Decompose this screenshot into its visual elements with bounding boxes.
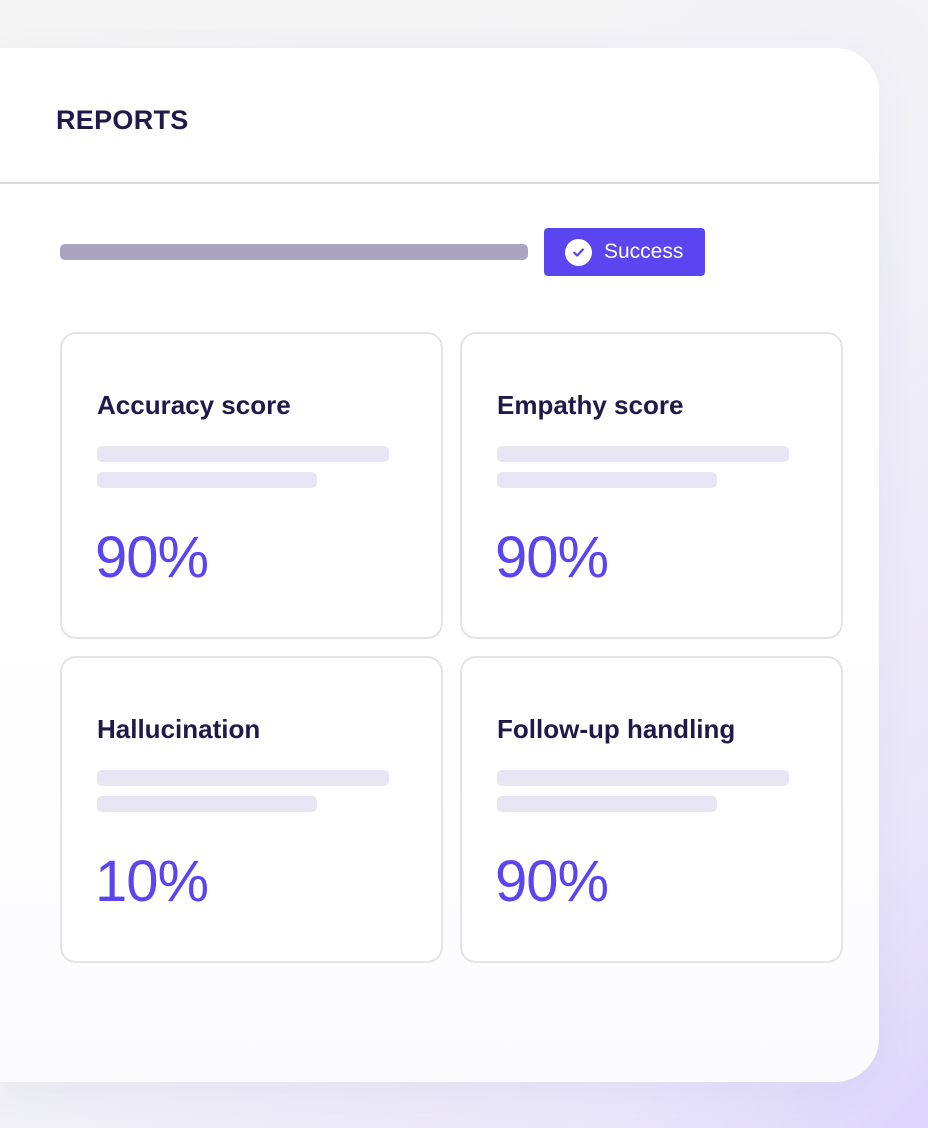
skeleton-line — [497, 446, 789, 462]
metric-card-follow-up: Follow-up handling 90% — [460, 656, 843, 963]
metric-title: Empathy score — [497, 390, 684, 420]
skeleton-line — [497, 796, 717, 812]
metric-card-empathy: Empathy score 90% — [460, 332, 843, 639]
progress-bar-fill — [60, 244, 528, 260]
reports-panel: REPORTS Success Accuracy score 90% Empat… — [0, 48, 879, 1082]
metric-value: 90% — [495, 525, 609, 590]
metric-title: Follow-up handling — [497, 714, 736, 744]
status-badge: Success — [544, 228, 705, 276]
skeleton-line — [97, 446, 389, 462]
metric-title: Accuracy score — [97, 390, 291, 420]
skeleton-line — [97, 770, 389, 786]
skeleton-line — [97, 472, 317, 488]
panel-header: REPORTS — [0, 48, 879, 184]
check-circle-icon — [565, 238, 592, 266]
status-badge-label: Success — [604, 240, 684, 263]
metric-value: 90% — [95, 525, 209, 590]
metric-title: Hallucination — [97, 714, 261, 744]
metric-card-hallucination: Hallucination 10% — [60, 656, 443, 963]
page-title: REPORTS — [56, 105, 189, 135]
progress-bar — [60, 244, 528, 260]
metric-value: 90% — [495, 849, 609, 914]
skeleton-line — [497, 770, 789, 786]
skeleton-line — [497, 472, 717, 488]
metric-value: 10% — [95, 849, 209, 914]
skeleton-line — [97, 796, 317, 812]
metric-card-accuracy: Accuracy score 90% — [60, 332, 443, 639]
